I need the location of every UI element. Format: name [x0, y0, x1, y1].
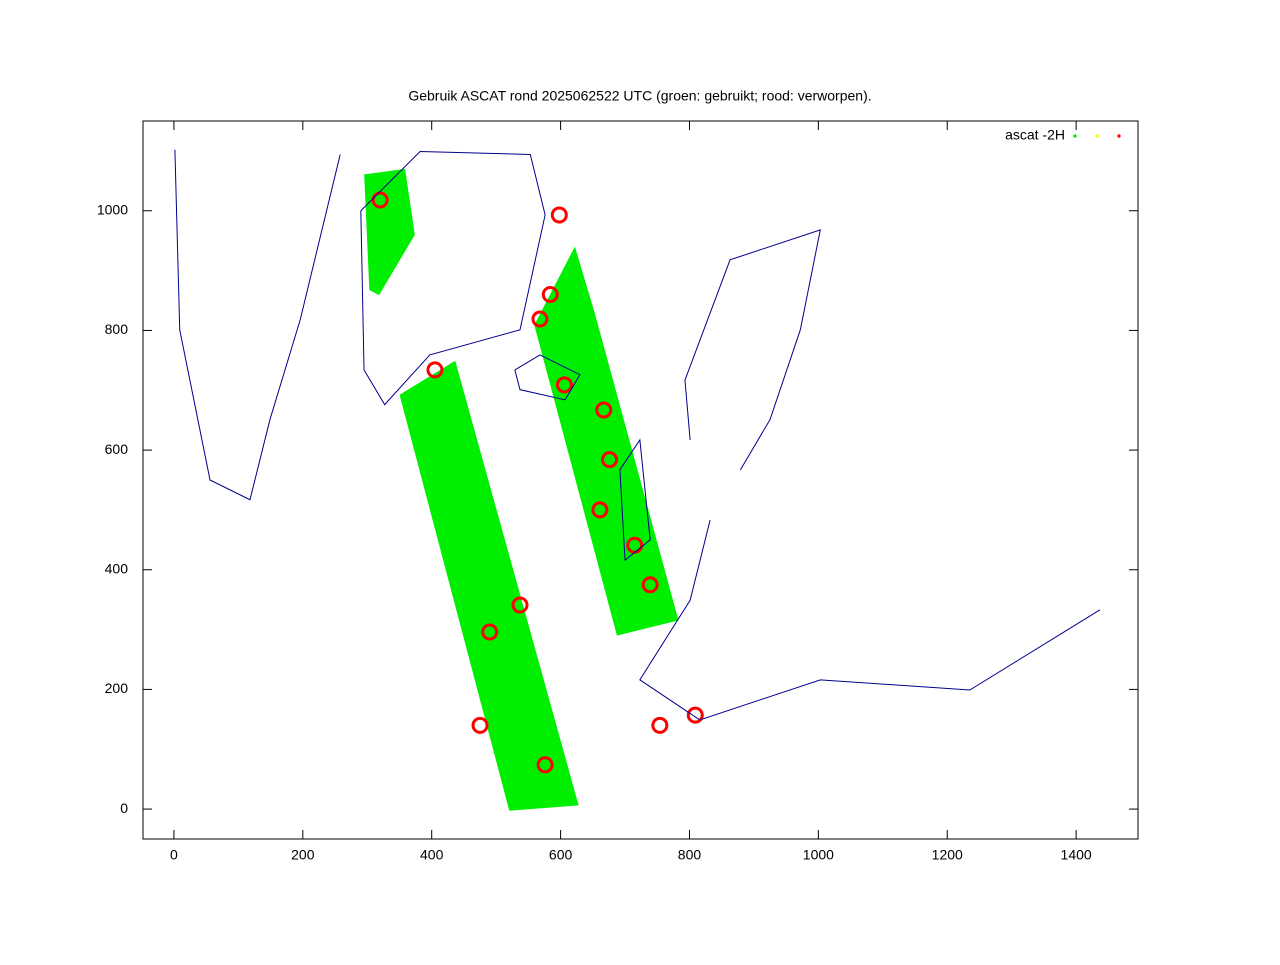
y-tick-label: 400 [105, 560, 129, 576]
coastline [684, 229, 821, 471]
point [536, 756, 554, 774]
point [426, 361, 444, 379]
x-tick-label: 1000 [803, 847, 834, 863]
x-tick-label: 400 [420, 847, 444, 863]
swath [399, 360, 579, 811]
point [511, 596, 529, 614]
point [550, 206, 568, 224]
legend-marker [1116, 133, 1122, 139]
point [601, 451, 619, 469]
point [595, 401, 613, 419]
point [481, 623, 499, 641]
point [531, 310, 549, 328]
point [471, 716, 489, 734]
point [686, 706, 704, 724]
chart-title: Gebruik ASCAT rond 2025062522 UTC (groen… [408, 88, 871, 104]
plot-frame [142, 120, 1139, 840]
point [641, 576, 659, 594]
point [541, 286, 559, 304]
y-tick-label: 600 [105, 441, 129, 457]
point [591, 501, 609, 519]
coastline [360, 151, 546, 406]
swath [364, 168, 415, 296]
y-tick-label: 800 [105, 321, 129, 337]
coastline [639, 519, 1101, 721]
legend-label: ascat -2H [1005, 127, 1065, 143]
y-tick-label: 0 [120, 800, 128, 816]
y-tick-label: 1000 [97, 201, 128, 217]
x-tick-label: 0 [170, 847, 178, 863]
x-tick-label: 1200 [932, 847, 963, 863]
x-tick-label: 200 [291, 847, 315, 863]
coastline [619, 438, 651, 562]
x-tick-label: 800 [678, 847, 702, 863]
x-tick-label: 1400 [1061, 847, 1092, 863]
point [371, 191, 389, 209]
coastline [174, 149, 341, 501]
x-tick-label: 600 [549, 847, 573, 863]
legend-marker [1072, 133, 1078, 139]
point [651, 716, 669, 734]
coastline [514, 354, 581, 401]
legend-marker [1094, 133, 1100, 139]
point [555, 376, 573, 394]
y-tick-label: 200 [105, 680, 129, 696]
